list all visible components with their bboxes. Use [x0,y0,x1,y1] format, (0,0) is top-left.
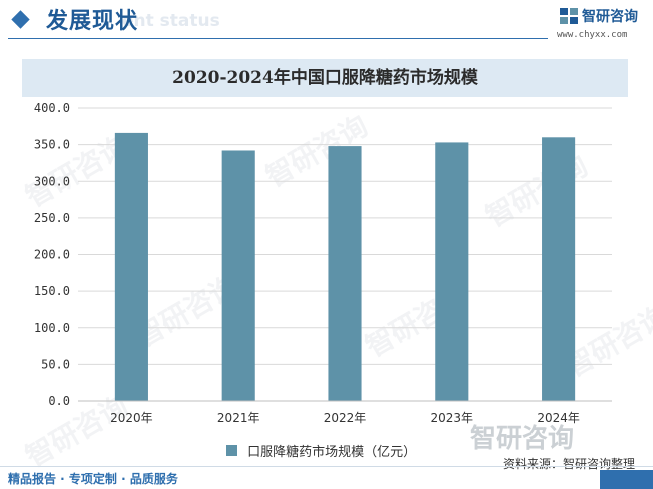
footer-divider [0,466,653,467]
legend-swatch [226,445,237,456]
y-tick-label: 200.0 [34,248,70,262]
y-tick-label: 150.0 [34,284,70,298]
y-tick-label: 250.0 [34,211,70,225]
bar-2020年 [114,132,148,401]
y-tick-label: 350.0 [34,138,70,152]
x-tick-label: 2024年 [537,411,580,425]
source-value: 智研咨询整理 [563,457,636,471]
bar-2021年 [221,150,255,401]
source-note: 资料来源：智研咨询整理 [503,455,635,472]
x-tick-label: 2023年 [431,411,474,425]
page-title: 发展现状 [46,8,139,34]
brand-name: 智研咨询 [582,9,638,25]
footer-services: 精品报告 · 专项定制 · 品质服务 [8,472,178,486]
bar-2023年 [435,142,469,402]
watermark-logo: 智研咨询 [470,424,575,454]
y-tick-label: 100.0 [34,321,70,335]
x-tick-label: 2022年 [324,411,367,425]
x-tick-label: 2021年 [217,411,260,425]
y-tick-label: 0.0 [48,394,70,408]
header-rule [8,38,548,39]
y-axis-ticks: 0.0 50.0 100.0 150.0 200.0 250.0 300.0 350.0 400… [34,101,70,408]
header-subtitle: ent status [122,11,220,31]
legend-label: 口服降糖药市场规模（亿元） [247,445,417,460]
x-tick-label: 2020年 [110,411,153,425]
chart-title: 2020-2024年中国口服降糖药市场规模 [172,68,478,88]
bar-2022年 [328,146,362,401]
footer-accent-block [600,470,653,489]
chart-legend: 口服降糖药市场规模（亿元） [226,440,416,460]
y-tick-label: 50.0 [41,357,70,371]
brand-logo-icon [560,8,578,24]
chart-title-band: 2020-2024年中国口服降糖药市场规模 [22,59,628,97]
x-axis-ticks: 2020年 2021年 2022年 2023年 2024年 [110,411,580,425]
source-label: 资料来源： [503,457,564,471]
chart-bars [114,132,576,402]
bar-2024年 [542,137,576,402]
y-tick-label: 400.0 [34,101,70,115]
brand-url: www.chyxx.com [557,30,628,40]
y-tick-label: 300.0 [34,174,70,188]
